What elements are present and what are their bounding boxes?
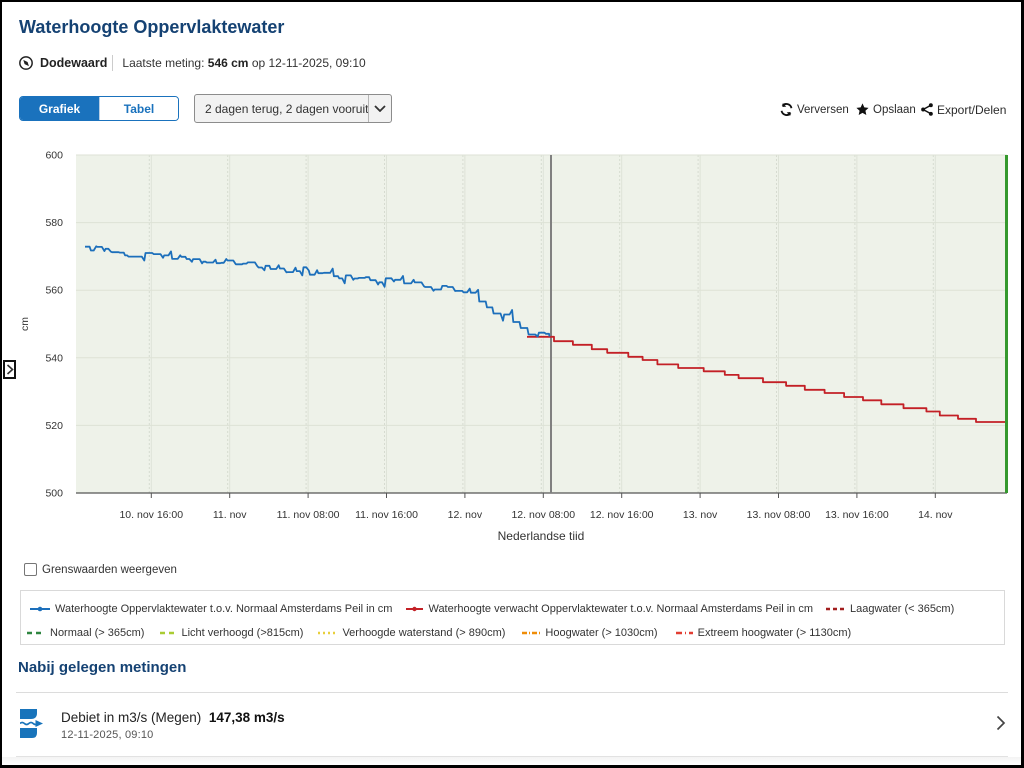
svg-text:500: 500: [45, 488, 63, 500]
svg-text:13. nov 08:00: 13. nov 08:00: [747, 509, 811, 521]
svg-text:540: 540: [45, 352, 63, 364]
svg-text:12. nov 16:00: 12. nov 16:00: [590, 509, 654, 521]
svg-text:11. nov 08:00: 11. nov 08:00: [277, 509, 340, 521]
svg-text:520: 520: [45, 420, 63, 432]
svg-text:cm: cm: [19, 317, 31, 331]
svg-text:12. nov 08:00: 12. nov 08:00: [511, 509, 575, 521]
svg-text:13. nov 16:00: 13. nov 16:00: [825, 509, 889, 521]
svg-text:Nederlandse tijd: Nederlandse tijd: [498, 529, 585, 540]
svg-text:10. nov 16:00: 10. nov 16:00: [119, 509, 183, 521]
svg-text:580: 580: [45, 217, 63, 229]
svg-text:12. nov: 12. nov: [448, 509, 483, 521]
svg-text:14. nov: 14. nov: [918, 509, 953, 521]
svg-text:11. nov 16:00: 11. nov 16:00: [355, 509, 418, 521]
svg-text:13. nov: 13. nov: [683, 509, 718, 521]
svg-text:600: 600: [45, 150, 63, 162]
svg-text:11. nov: 11. nov: [213, 509, 247, 521]
svg-text:560: 560: [45, 285, 63, 297]
